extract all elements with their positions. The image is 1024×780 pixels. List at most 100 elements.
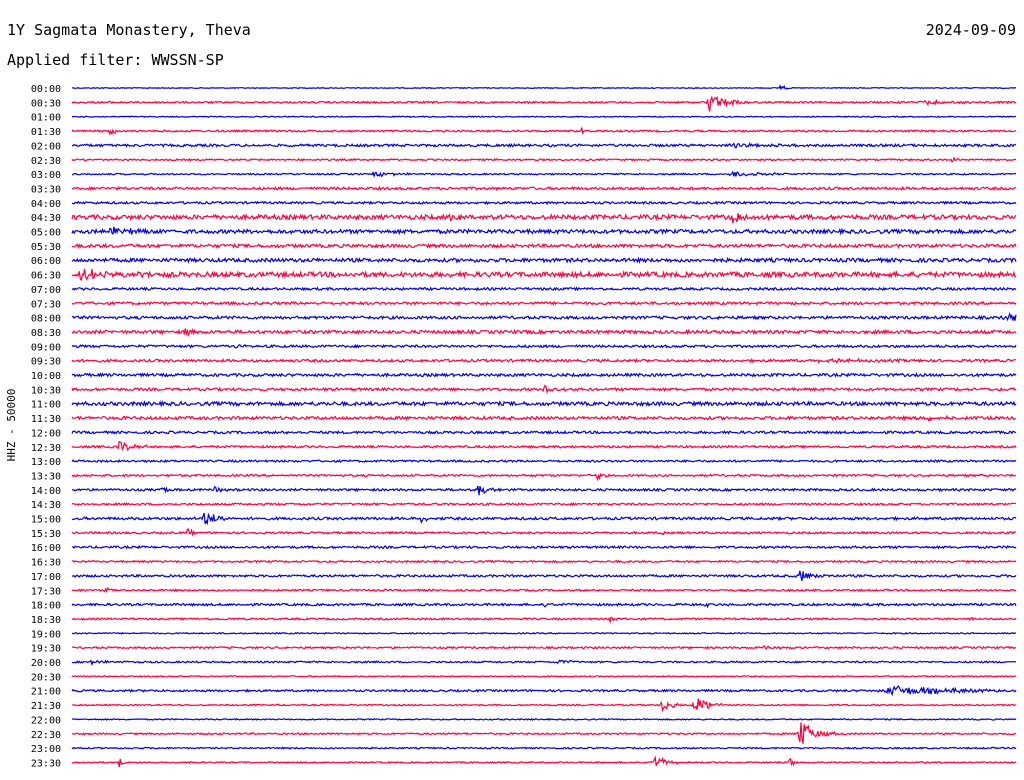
row-time-label: 12:00	[31, 428, 61, 439]
row-time-label: 09:00	[31, 342, 61, 353]
station-title: 1Y Sagmata Monastery, Theva	[7, 21, 251, 39]
seismic-trace	[72, 485, 1017, 496]
row-time-label: 00:30	[31, 98, 61, 109]
row-time-label: 23:00	[31, 744, 61, 755]
row-time-label: 04:00	[31, 199, 61, 210]
seismic-trace	[71, 170, 1017, 179]
seismic-trace	[71, 115, 1016, 119]
seismic-trace	[71, 685, 1017, 697]
seismic-trace	[71, 357, 1017, 364]
seismic-trace	[71, 84, 1017, 91]
seismic-trace	[71, 659, 1017, 667]
row-time-label: 16:00	[31, 543, 61, 554]
row-time-label: 13:30	[31, 471, 61, 482]
seismic-trace	[71, 268, 1017, 281]
row-time-label: 23:30	[31, 758, 61, 769]
row-time-label: 08:00	[31, 314, 61, 325]
row-time-label: 05:30	[31, 242, 61, 253]
row-time-label: 09:30	[31, 357, 61, 368]
filter-label: Applied filter: WWSSN-SP	[7, 51, 224, 69]
row-time-label: 04:30	[31, 213, 61, 224]
seismic-trace	[71, 384, 1017, 395]
row-time-label: 20:00	[31, 658, 61, 669]
seismic-trace	[71, 126, 1017, 136]
seismic-trace	[71, 616, 1017, 624]
row-time-label: 17:30	[31, 586, 61, 597]
seismic-trace	[71, 717, 1017, 721]
row-time-label: 14:00	[31, 486, 61, 497]
seismic-trace	[71, 372, 1017, 378]
seismic-trace	[71, 501, 1017, 507]
row-time-label: 10:30	[31, 385, 61, 396]
seismic-trace	[71, 156, 1017, 163]
row-time-label: 02:00	[31, 141, 61, 152]
row-time-label: 15:30	[31, 529, 61, 540]
seismic-trace	[71, 722, 1017, 744]
seismic-trace	[71, 185, 1016, 192]
row-time-label: 20:30	[31, 672, 61, 683]
seismic-trace	[71, 141, 1017, 150]
row-time-label: 21:30	[31, 701, 61, 712]
seismic-trace	[71, 645, 1017, 650]
row-time-label: 01:30	[31, 127, 61, 138]
seismic-trace	[71, 200, 1017, 206]
row-time-label: 07:00	[31, 285, 61, 296]
seismic-trace	[71, 459, 1017, 464]
seismic-trace	[71, 414, 1017, 423]
seismic-trace	[71, 698, 1017, 713]
seismic-trace	[71, 440, 1017, 452]
row-time-label: 15:00	[31, 515, 61, 526]
seismic-trace	[71, 256, 1017, 264]
row-time-label: 11:30	[31, 414, 61, 425]
seismic-trace	[71, 512, 1017, 526]
row-time-label: 16:30	[31, 558, 61, 569]
row-time-label: 18:30	[31, 615, 61, 626]
seismic-trace	[71, 300, 1017, 306]
seismic-trace	[71, 559, 1017, 564]
seismic-trace	[71, 242, 1017, 249]
row-time-label: 11:00	[31, 400, 61, 411]
row-time-label: 19:30	[31, 644, 61, 655]
row-time-label: 13:00	[31, 457, 61, 468]
row-time-label: 12:30	[31, 443, 61, 454]
row-time-label: 00:00	[31, 84, 61, 95]
seismic-trace	[71, 570, 1017, 581]
date-label: 2024-09-09	[925, 21, 1016, 39]
seismic-trace	[71, 399, 1017, 408]
seismic-trace	[71, 226, 1017, 236]
row-time-label: 08:30	[31, 328, 61, 339]
seismic-trace	[71, 429, 1017, 435]
row-time-label: 05:00	[31, 228, 61, 239]
seismic-trace	[71, 343, 1017, 349]
row-time-label: 17:00	[31, 572, 61, 583]
seismic-trace	[72, 755, 1017, 768]
row-time-label: 02:30	[31, 156, 61, 167]
row-time-label: 06:00	[31, 256, 61, 267]
seismic-trace	[71, 544, 1017, 550]
row-time-label: 19:00	[31, 629, 61, 640]
row-time-label: 14:30	[31, 500, 61, 511]
y-axis-label: HHZ - 50000	[5, 389, 18, 462]
seismic-trace	[71, 472, 1017, 482]
seismic-trace	[71, 286, 1017, 292]
row-time-label: 07:30	[31, 299, 61, 310]
row-time-label: 06:30	[31, 271, 61, 282]
row-time-label: 22:30	[31, 730, 61, 741]
row-time-label: 22:00	[31, 715, 61, 726]
row-time-label: 10:00	[31, 371, 61, 382]
row-time-label: 03:00	[31, 170, 61, 181]
seismic-trace	[71, 746, 1017, 750]
seismic-trace	[71, 528, 1017, 537]
seismic-trace	[71, 602, 1017, 609]
seismic-trace	[71, 212, 1017, 224]
seismic-trace	[71, 631, 1017, 635]
seismic-trace	[71, 95, 1017, 112]
seismic-trace	[71, 311, 1017, 322]
row-time-label: 01:00	[31, 113, 61, 124]
seismic-trace	[71, 674, 1017, 678]
row-time-label: 03:30	[31, 184, 61, 195]
row-time-label: 21:00	[31, 687, 61, 698]
seismic-trace	[71, 586, 1017, 594]
row-time-label: 18:00	[31, 601, 61, 612]
